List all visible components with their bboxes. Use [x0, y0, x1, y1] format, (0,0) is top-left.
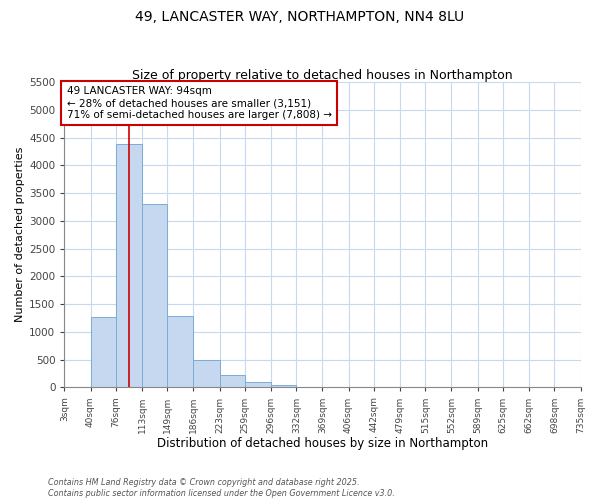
Bar — [116, 144, 142, 388]
Y-axis label: Number of detached properties: Number of detached properties — [15, 147, 25, 322]
Bar — [91, 317, 116, 388]
Title: Size of property relative to detached houses in Northampton: Size of property relative to detached ho… — [132, 69, 513, 82]
Bar — [271, 384, 296, 388]
Bar — [142, 204, 167, 388]
X-axis label: Distribution of detached houses by size in Northampton: Distribution of detached houses by size … — [157, 437, 488, 450]
Text: 49, LANCASTER WAY, NORTHAMPTON, NN4 8LU: 49, LANCASTER WAY, NORTHAMPTON, NN4 8LU — [136, 10, 464, 24]
Bar — [245, 382, 271, 388]
Bar — [167, 316, 193, 388]
Bar — [220, 374, 245, 388]
Text: 49 LANCASTER WAY: 94sqm
← 28% of detached houses are smaller (3,151)
71% of semi: 49 LANCASTER WAY: 94sqm ← 28% of detache… — [67, 86, 332, 120]
Bar — [193, 360, 220, 388]
Text: Contains HM Land Registry data © Crown copyright and database right 2025.
Contai: Contains HM Land Registry data © Crown c… — [48, 478, 395, 498]
